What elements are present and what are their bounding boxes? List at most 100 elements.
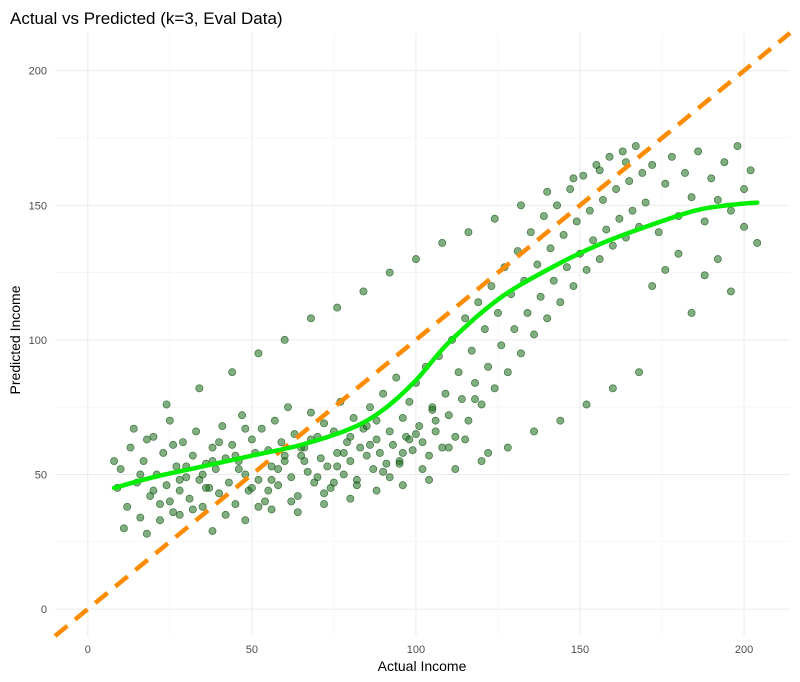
data-point [503,443,512,452]
data-point [497,341,506,350]
data-point [159,448,168,457]
y-tick-label: 100 [29,335,47,347]
data-point [444,411,453,420]
data-point [329,478,338,487]
data-point [346,432,355,441]
data-point [539,212,548,221]
data-point [441,389,450,398]
data-point [720,158,729,167]
data-point [320,489,329,498]
data-point [306,408,315,417]
data-point [451,465,460,474]
data-point [254,502,263,511]
data-point [451,432,460,441]
data-point [700,271,709,280]
data-point [379,467,388,476]
data-point [438,443,447,452]
data-point [543,314,552,323]
data-point [589,236,598,245]
data-point [192,427,201,436]
data-point [228,368,237,377]
data-point [162,481,171,490]
data-point [224,478,233,487]
data-point [635,368,644,377]
data-point [648,282,657,290]
data-point [188,505,197,514]
data-point [254,349,263,358]
data-point [110,457,119,465]
data-point [661,179,670,188]
data-point [474,298,483,307]
data-point [277,438,286,447]
data-point [746,166,755,175]
data-point [431,427,440,436]
data-point [523,309,532,317]
data-point [625,177,634,186]
data-point [385,427,394,436]
data-point [608,241,617,250]
data-point [599,195,607,204]
data-point [270,416,279,425]
data-point [707,174,716,183]
data-point [471,395,479,404]
data-point [172,462,181,471]
data-point [438,239,447,247]
data-point [267,462,276,471]
data-point [293,508,302,517]
data-point [740,222,749,231]
data-point [516,201,525,210]
data-point [585,206,594,215]
data-point [261,497,269,506]
data-point [405,435,414,444]
y-axis-title: Predicted Income [7,285,23,394]
data-point [165,497,174,506]
data-point [169,508,178,517]
data-point [211,465,220,474]
data-point [566,185,575,194]
data-point [241,516,250,525]
data-point [674,249,683,258]
data-point [136,470,145,479]
data-point [293,492,302,500]
data-point [405,397,414,406]
data-point [247,483,256,492]
data-point [215,489,224,498]
data-point [713,195,722,204]
data-point [484,448,493,457]
data-point [628,206,637,215]
data-point [654,228,663,237]
data-point [418,438,427,447]
data-point [241,424,250,433]
data-point [595,166,604,175]
data-point [201,483,210,492]
data-point [362,451,371,460]
smooth-trend-line [111,200,760,491]
chart-title: Actual vs Predicted (k=3, Eval Data) [10,9,283,28]
data-point [234,465,243,474]
data-point [320,500,329,509]
data-point [569,174,578,183]
data-point [379,389,388,398]
data-point [188,451,197,460]
data-point [516,349,525,358]
data-point [356,443,365,452]
data-point [425,451,434,460]
data-point [280,451,289,460]
data-point [490,214,499,223]
data-point [411,255,420,264]
data-point [700,217,709,226]
data-point [415,422,424,430]
data-point [444,443,453,452]
data-point [306,314,315,323]
data-point [494,309,502,317]
data-point [287,473,296,482]
data-point [323,462,332,471]
data-point [579,171,588,180]
data-point [398,481,407,490]
data-point [510,325,519,334]
data-point [156,516,164,525]
data-point [484,362,493,371]
data-point [408,446,417,455]
x-tick-label: 200 [735,644,753,656]
